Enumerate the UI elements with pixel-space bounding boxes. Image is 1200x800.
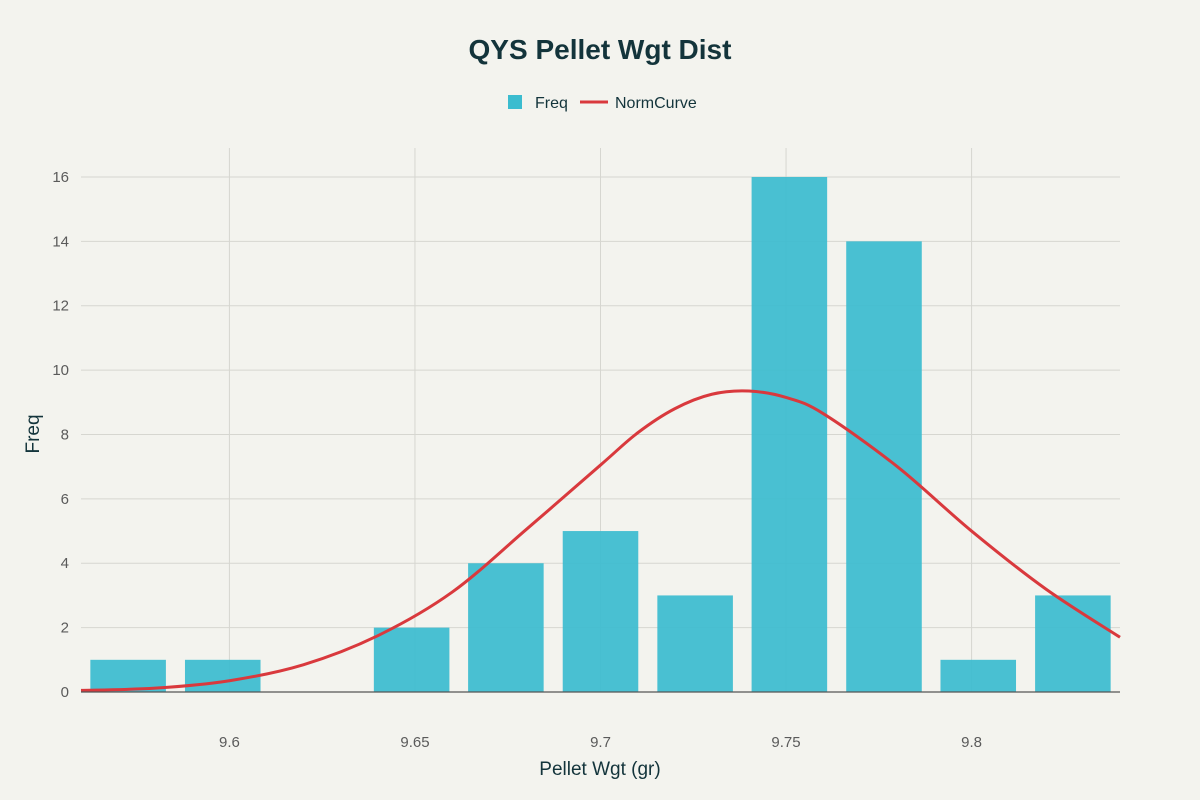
tick-labels: 0 2 4 6 8 10 12 14 16 9.6 9.65 9.7 9.75 9.8 xyxy=(52,169,982,751)
y-axis-title: Freq xyxy=(23,414,44,453)
x-tick-label: 9.7 xyxy=(590,734,611,751)
legend-label-normcurve: NormCurve xyxy=(615,95,697,112)
y-tick-label: 12 xyxy=(52,298,69,315)
bars xyxy=(90,176,1111,693)
histogram-bar xyxy=(90,659,166,692)
x-axis-title: Pellet Wgt (gr) xyxy=(539,759,660,780)
x-tick-label: 9.8 xyxy=(961,734,982,751)
y-tick-label: 8 xyxy=(61,426,69,443)
norm-curve-line xyxy=(80,389,1121,692)
y-tick-label: 14 xyxy=(52,233,69,250)
legend-swatch-freq xyxy=(508,95,522,109)
x-tick-label: 9.65 xyxy=(400,734,429,751)
histogram-bar xyxy=(657,595,733,692)
histogram-bar xyxy=(373,627,450,692)
x-tick-label: 9.6 xyxy=(219,734,240,751)
legend-label-freq: Freq xyxy=(535,95,568,112)
histogram-bar xyxy=(940,659,1017,692)
y-tick-label: 0 xyxy=(61,684,69,701)
histogram-bar xyxy=(846,241,922,692)
histogram-bar xyxy=(184,659,261,692)
norm-curve-layer xyxy=(80,389,1121,692)
y-tick-label: 16 xyxy=(52,169,69,186)
y-tick-label: 6 xyxy=(61,491,69,508)
histogram-bar xyxy=(1035,595,1111,692)
x-tick-label: 9.75 xyxy=(771,734,800,751)
histogram-bar xyxy=(562,531,639,692)
y-tick-label: 2 xyxy=(61,620,69,637)
legend: Freq NormCurve xyxy=(508,95,697,112)
histogram-bar xyxy=(468,563,544,692)
y-tick-label: 10 xyxy=(52,362,69,379)
y-tick-label: 4 xyxy=(61,555,69,572)
histogram-bar xyxy=(751,176,828,693)
chart-title: QYS Pellet Wgt Dist xyxy=(469,34,732,65)
